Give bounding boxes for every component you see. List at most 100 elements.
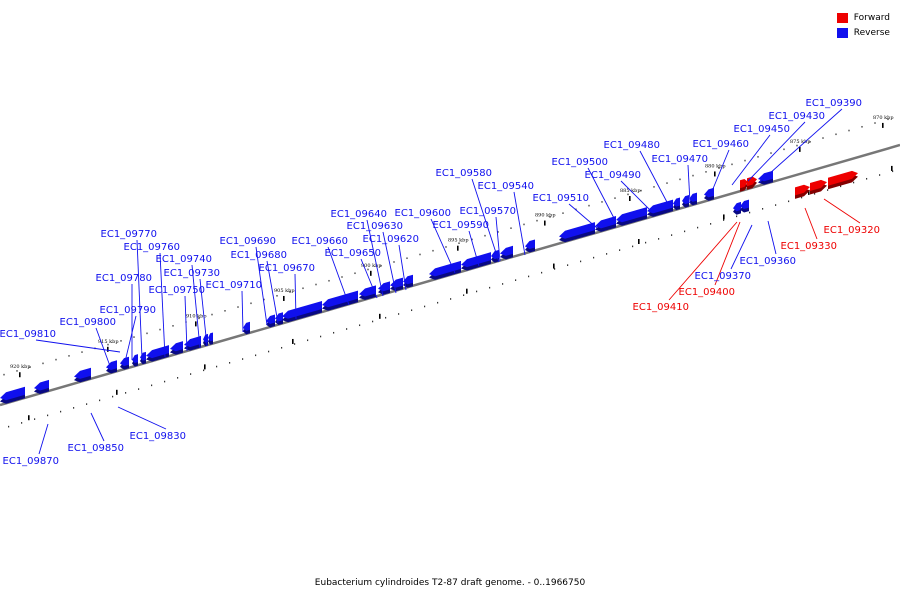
minor-tick — [172, 325, 174, 327]
gene-EC1_09750[interactable] — [184, 335, 201, 351]
gene-label-EC1_09730[interactable]: EC1_09730 — [164, 268, 220, 279]
gene-label-EC1_09620[interactable]: EC1_09620 — [363, 234, 419, 245]
gene-arrow — [595, 216, 616, 229]
gene-label-EC1_09330[interactable]: EC1_09330 — [781, 241, 837, 252]
gene-label-EC1_09480[interactable]: EC1_09480 — [604, 140, 660, 151]
major-tick — [882, 122, 884, 128]
gene-label-EC1_09830[interactable]: EC1_09830 — [130, 431, 186, 442]
major-tick — [195, 321, 197, 327]
minor-tick — [419, 253, 421, 256]
gene-label-EC1_09870[interactable]: EC1_09870 — [3, 456, 59, 467]
gene-EC1_09450[interactable] — [740, 199, 749, 213]
gene-label-EC1_09710[interactable]: EC1_09710 — [206, 280, 262, 291]
gene-label-EC1_09800[interactable]: EC1_09800 — [60, 317, 116, 328]
minor-tick — [263, 298, 265, 301]
minor-tick — [237, 306, 239, 308]
gene-EC1_09650[interactable] — [359, 285, 376, 301]
gene-label-EC1_09450[interactable]: EC1_09450 — [734, 124, 790, 135]
gene-EC1_09850[interactable] — [34, 379, 49, 394]
gene-EC1_09430[interactable] — [733, 201, 741, 215]
gene-EC1_09540[interactable] — [525, 239, 535, 253]
gene-label-EC1_09430[interactable]: EC1_09430 — [769, 111, 825, 122]
gene-EC1_09810[interactable] — [106, 360, 117, 374]
minor-tick — [302, 287, 304, 290]
leader-line — [159, 252, 166, 358]
gene-EC1_09790[interactable] — [132, 354, 138, 367]
gene-EC1_09770[interactable] — [146, 345, 169, 362]
gene-label-EC1_09400[interactable]: EC1_09400 — [679, 287, 735, 298]
gene-EC1_09460[interactable] — [682, 194, 689, 208]
gene-EC1_09490[interactable] — [616, 207, 647, 226]
gene-EC1_09580[interactable] — [491, 249, 499, 263]
gene-label-EC1_09320[interactable]: EC1_09320 — [824, 225, 880, 236]
gene-EC1_09630[interactable] — [390, 277, 403, 292]
gene-EC1_09320[interactable] — [828, 170, 858, 190]
gene-arrow — [682, 194, 689, 205]
minor-tick — [255, 354, 257, 357]
gene-label-EC1_09750[interactable]: EC1_09750 — [149, 285, 205, 296]
gene-EC1_09780[interactable] — [140, 351, 146, 365]
gene-arrow — [282, 300, 322, 319]
gene-label-EC1_09780[interactable]: EC1_09780 — [96, 273, 152, 284]
leader-line — [759, 108, 843, 183]
gene-label-EC1_09360[interactable]: EC1_09360 — [740, 256, 796, 267]
gene-EC1_09670[interactable] — [282, 300, 322, 323]
leader-line — [123, 315, 137, 367]
gene-label-EC1_09650[interactable]: EC1_09650 — [325, 248, 381, 259]
gene-label-EC1_09630[interactable]: EC1_09630 — [347, 221, 403, 232]
gene-label-EC1_09590[interactable]: EC1_09590 — [433, 220, 489, 231]
gene-label-EC1_09410[interactable]: EC1_09410 — [633, 302, 689, 313]
gene-EC1_09410[interactable] — [740, 178, 748, 192]
gene-label-EC1_09460[interactable]: EC1_09460 — [693, 139, 749, 150]
gene-label-EC1_09790[interactable]: EC1_09790 — [100, 305, 156, 316]
gene-label-EC1_09690[interactable]: EC1_09690 — [220, 236, 276, 247]
gene-EC1_09590[interactable] — [461, 252, 491, 271]
gene-EC1_09330[interactable] — [810, 179, 827, 195]
leader-line — [38, 423, 49, 455]
gene-label-EC1_09500[interactable]: EC1_09500 — [552, 157, 608, 168]
gene-label-EC1_09490[interactable]: EC1_09490 — [585, 170, 641, 181]
minor-tick — [107, 343, 109, 346]
gene-label-EC1_09850[interactable]: EC1_09850 — [68, 443, 124, 454]
gene-EC1_09690[interactable] — [266, 314, 275, 328]
gene-label-EC1_09770[interactable]: EC1_09770 — [101, 229, 157, 240]
gene-label-EC1_09810[interactable]: EC1_09810 — [0, 329, 56, 340]
gene-label-EC1_09680[interactable]: EC1_09680 — [231, 250, 287, 261]
gene-EC1_09510[interactable] — [559, 222, 595, 243]
gene-EC1_09430[interactable] — [704, 187, 714, 201]
gene-label-EC1_09570[interactable]: EC1_09570 — [460, 206, 516, 217]
gene-label-EC1_09760[interactable]: EC1_09760 — [124, 242, 180, 253]
gene-label-EC1_09390[interactable]: EC1_09390 — [806, 98, 862, 109]
gene-EC1_09330[interactable] — [795, 184, 810, 199]
gene-label-EC1_09600[interactable]: EC1_09600 — [395, 208, 451, 219]
gene-arrow — [689, 192, 697, 202]
gene-label-EC1_09370[interactable]: EC1_09370 — [695, 271, 751, 282]
major-tick — [638, 239, 640, 244]
minor-tick — [562, 212, 564, 214]
gene-label-EC1_09540[interactable]: EC1_09540 — [478, 181, 534, 192]
gene-label-EC1_09470[interactable]: EC1_09470 — [652, 154, 708, 165]
minor-tick — [861, 125, 863, 128]
gene-label-EC1_09510[interactable]: EC1_09510 — [533, 193, 589, 204]
minor-tick — [848, 129, 850, 132]
gene-EC1_09570[interactable] — [500, 245, 513, 260]
gene-label-EC1_09660[interactable]: EC1_09660 — [292, 236, 348, 247]
gene-label-EC1_09740[interactable]: EC1_09740 — [156, 254, 212, 265]
gene-EC1_09640[interactable] — [378, 281, 390, 295]
gene-label-EC1_09670[interactable]: EC1_09670 — [259, 263, 315, 274]
gene-EC1_09480[interactable] — [647, 199, 673, 217]
gene-label-EC1_09580[interactable]: EC1_09580 — [436, 168, 492, 179]
gene-EC1_09660[interactable] — [322, 290, 358, 311]
gene-label-EC1_09640[interactable]: EC1_09640 — [331, 209, 387, 220]
gene-EC1_09870[interactable] — [0, 386, 25, 404]
gene-EC1_09710[interactable] — [243, 321, 250, 335]
gene-EC1_09450[interactable] — [689, 192, 697, 206]
gene-EC1_09500[interactable] — [595, 216, 616, 232]
gene-EC1_09730[interactable] — [208, 332, 213, 345]
minor-tick — [866, 177, 868, 180]
gene-EC1_09830[interactable] — [74, 367, 91, 383]
minor-tick — [645, 241, 647, 244]
gene-arrow — [106, 360, 117, 370]
gene-EC1_09760[interactable] — [170, 341, 183, 355]
gene-EC1_09470[interactable] — [673, 197, 680, 211]
